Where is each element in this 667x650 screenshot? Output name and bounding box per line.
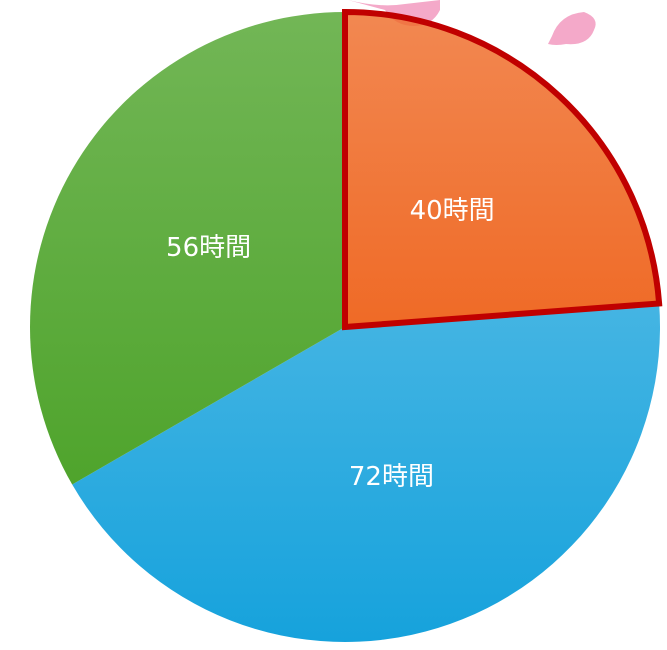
page: {"chart_data": {"type": "pie", "values":… xyxy=(0,0,667,650)
data-label: 56時間 xyxy=(166,233,251,263)
pie xyxy=(30,12,660,642)
pie-slice xyxy=(345,12,659,327)
petal xyxy=(548,12,596,45)
chart: 40時間 72時間 56時間 xyxy=(0,0,667,650)
data-label: 40時間 xyxy=(410,196,495,226)
data-label: 72時間 xyxy=(349,462,434,492)
